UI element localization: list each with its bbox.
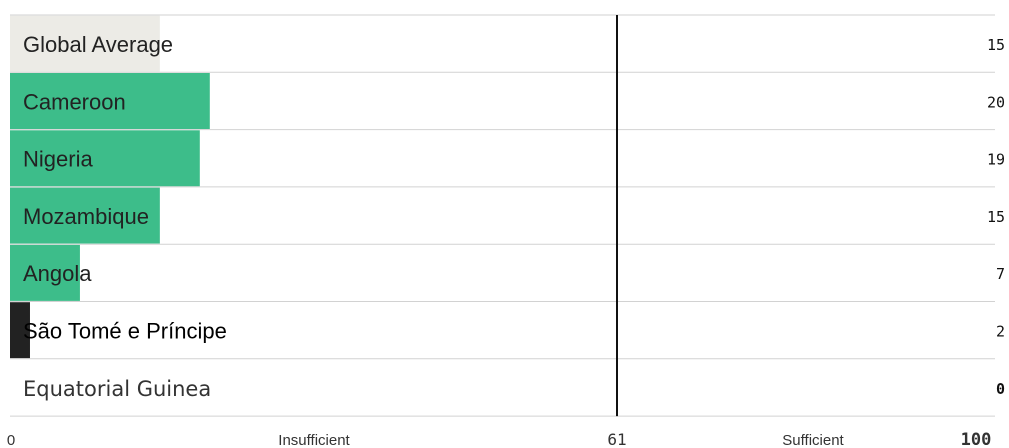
category-label: Global Average — [23, 32, 173, 57]
bar-1 — [10, 73, 210, 129]
category-label: São Tomé e Príncipe — [23, 319, 227, 344]
category-label: Angola — [23, 261, 92, 286]
bar-0 — [10, 15, 160, 72]
value-label: 20 — [987, 93, 1005, 111]
axis-sufficient-label: Sufficient — [782, 432, 844, 448]
value-label: 15 — [987, 36, 1005, 54]
category-label: Equatorial Guinea — [23, 377, 211, 401]
bar-3 — [10, 187, 160, 244]
bar-5 — [10, 302, 30, 359]
value-label: 15 — [987, 208, 1005, 226]
bar-2 — [10, 130, 200, 187]
value-label: 2 — [996, 323, 1005, 341]
value-label: 0 — [996, 380, 1005, 398]
axis-threshold-label: 61 — [607, 430, 626, 448]
category-label: Cameroon — [23, 89, 126, 114]
category-label: Mozambique — [23, 204, 149, 229]
category-label: Nigeria — [23, 147, 93, 172]
axis-max-label: 100 — [961, 430, 992, 448]
x-axis: 0 Insufficient 61 Sufficient 100 — [7, 430, 992, 448]
value-label: 7 — [996, 265, 1005, 283]
axis-insufficient-label: Insufficient — [278, 432, 350, 448]
bar-4 — [10, 244, 80, 301]
axis-min-label: 0 — [7, 432, 15, 448]
value-label: 19 — [987, 151, 1005, 169]
